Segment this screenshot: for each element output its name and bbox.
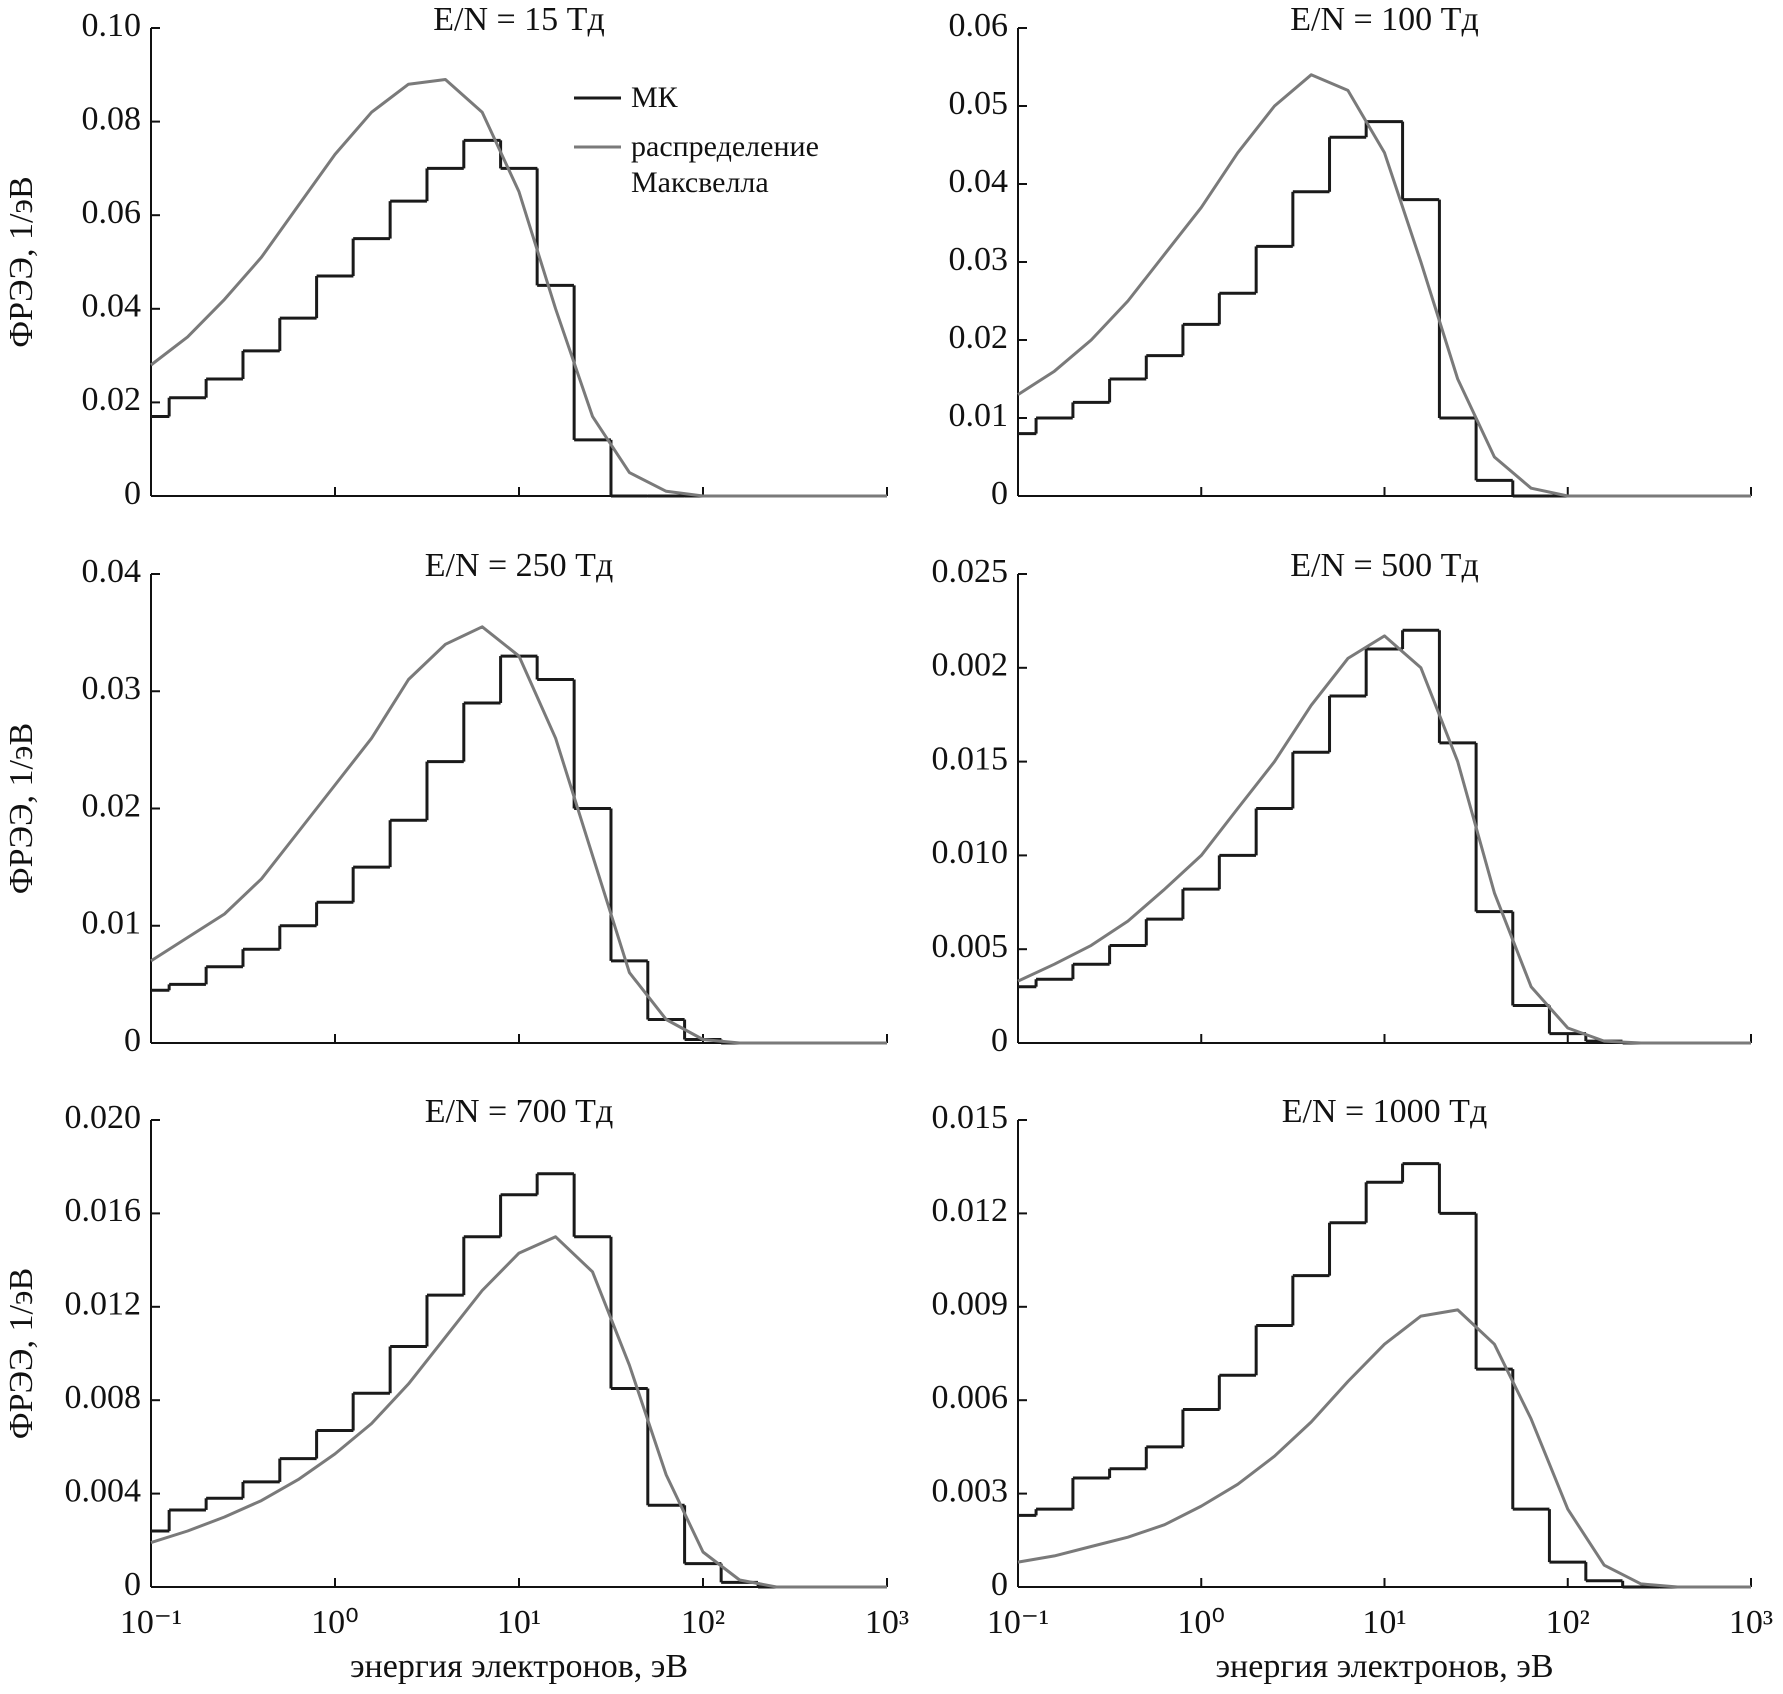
- y-tick-label: 0.008: [65, 1379, 142, 1416]
- y-tick-label: 0.10: [82, 7, 142, 44]
- line-series: [150, 1235, 887, 1589]
- x-tick-label: 10⁰: [1177, 1604, 1225, 1641]
- y-tick-label: 0.04: [82, 553, 142, 590]
- x-tick-label: 10²: [1546, 1604, 1590, 1641]
- y-tick-label: 0: [124, 1022, 141, 1059]
- x-tick-label: 10⁻¹: [120, 1604, 182, 1641]
- line-series: [1017, 1308, 1751, 1589]
- y-tick-label: 0.01: [82, 905, 142, 942]
- y-tick-label: 0.002: [932, 647, 1009, 684]
- x-axis-label: энергия электронов, эВ: [350, 1648, 688, 1685]
- line-series: [1017, 73, 1751, 498]
- y-tick-label: 0: [991, 1566, 1008, 1603]
- y-tick-label: 0.06: [949, 7, 1009, 44]
- legend-label: МК: [631, 81, 678, 114]
- x-tick-label: 10³: [865, 1604, 909, 1641]
- y-tick-label: 0.08: [82, 100, 142, 137]
- y-tick-label: 0: [991, 475, 1008, 512]
- y-tick-label: 0.025: [932, 553, 1009, 590]
- y-axis-label: ФРЭЭ, 1/эВ: [3, 723, 40, 894]
- y-tick-label: 0.01: [949, 397, 1009, 434]
- chart-title: E/N = 1000 Тд: [1282, 1093, 1488, 1130]
- y-tick-label: 0.06: [82, 194, 142, 231]
- y-tick-label: 0.04: [82, 288, 142, 325]
- y-tick-label: 0.03: [949, 241, 1009, 278]
- y-tick-label: 0.004: [65, 1472, 142, 1509]
- line-series: [1017, 634, 1751, 1045]
- y-tick-label: 0.015: [932, 1099, 1009, 1136]
- y-tick-label: 0.02: [949, 319, 1009, 356]
- line-series: [150, 78, 887, 498]
- legend-label: распределение Максвелла: [631, 130, 819, 199]
- chart-title: E/N = 700 Тд: [425, 1093, 614, 1130]
- chart-title: E/N = 15 Тд: [433, 1, 605, 38]
- x-tick-label: 10³: [1729, 1604, 1773, 1641]
- y-tick-label: 0: [991, 1022, 1008, 1059]
- y-tick-label: 0.009: [932, 1286, 1009, 1323]
- y-tick-label: 0: [124, 475, 141, 512]
- chart-title: E/N = 250 Тд: [425, 547, 614, 584]
- y-tick-label: 0.016: [65, 1192, 142, 1229]
- chart-title: E/N = 500 Тд: [1290, 547, 1479, 584]
- y-tick-label: 0.020: [65, 1099, 142, 1136]
- y-tick-label: 0.05: [949, 85, 1009, 122]
- x-axis-label: энергия электронов, эВ: [1215, 1648, 1553, 1685]
- line-series: [150, 625, 887, 1045]
- y-tick-label: 0.02: [82, 787, 142, 824]
- y-tick-label: 0.015: [932, 740, 1009, 777]
- x-tick-label: 10¹: [497, 1604, 541, 1641]
- y-tick-label: 0.012: [65, 1286, 142, 1323]
- y-tick-label: 0.02: [82, 381, 142, 418]
- chart-title: E/N = 100 Тд: [1290, 1, 1479, 38]
- y-tick-label: 0.03: [82, 670, 142, 707]
- y-axis-label: ФРЭЭ, 1/эВ: [3, 176, 40, 347]
- x-tick-label: 10⁰: [311, 1604, 359, 1641]
- y-tick-label: 0.010: [932, 834, 1009, 871]
- y-tick-label: 0.04: [949, 163, 1009, 200]
- y-tick-label: 0.003: [932, 1472, 1009, 1509]
- y-tick-label: 0: [124, 1566, 141, 1603]
- y-tick-label: 0.006: [932, 1379, 1009, 1416]
- x-tick-label: 10¹: [1362, 1604, 1406, 1641]
- y-tick-label: 0.005: [932, 928, 1009, 965]
- x-tick-label: 10⁻¹: [987, 1604, 1049, 1641]
- y-tick-label: 0.012: [932, 1192, 1009, 1229]
- y-axis-label: ФРЭЭ, 1/эВ: [3, 1268, 40, 1439]
- x-tick-label: 10²: [681, 1604, 725, 1641]
